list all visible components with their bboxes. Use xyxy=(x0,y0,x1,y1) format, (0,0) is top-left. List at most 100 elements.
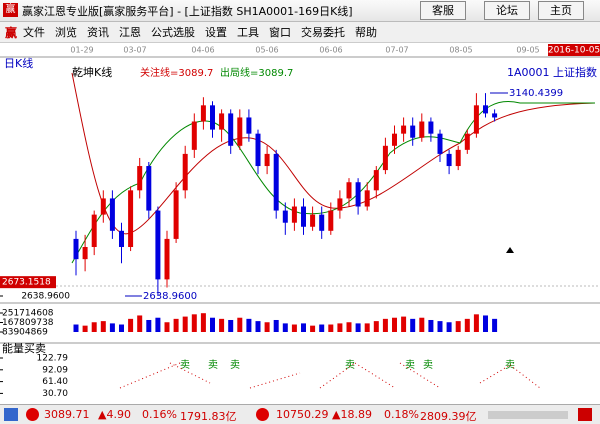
candle-body xyxy=(91,214,97,248)
volume-bar xyxy=(246,318,252,332)
candle-body xyxy=(473,105,479,134)
candle-body xyxy=(410,125,416,138)
candle-body xyxy=(82,247,88,260)
service-button[interactable]: 客服 xyxy=(420,1,466,20)
candle-body xyxy=(337,198,343,211)
sell-signal: 卖 xyxy=(423,359,433,371)
candle-body xyxy=(364,190,370,207)
sh-price: 3089.71 xyxy=(44,408,90,421)
date-label: 01-29 xyxy=(70,46,93,55)
volume-bar xyxy=(473,314,479,332)
sell-signal: 卖 xyxy=(208,359,218,371)
volume-bar xyxy=(219,318,225,332)
candle-body xyxy=(146,166,152,211)
menu-item[interactable]: 文件 xyxy=(23,26,46,39)
candle-body xyxy=(291,206,297,223)
volume-bar xyxy=(109,323,115,332)
date-label: 04-06 xyxy=(191,46,214,55)
volume-bar xyxy=(401,316,407,332)
volume-bar xyxy=(182,316,188,332)
volume-bar xyxy=(82,325,88,332)
volume-bar xyxy=(119,324,124,332)
candle-body xyxy=(246,117,252,134)
candle-body xyxy=(301,206,306,227)
volume-tick-label: 167809738 xyxy=(2,318,54,328)
volume-tick-label: 83904869 xyxy=(2,328,48,338)
candle-body xyxy=(328,210,334,231)
sh-change: ▲4.90 xyxy=(98,408,131,421)
candle-body xyxy=(155,210,161,280)
sz-price: 10750.29 xyxy=(276,408,329,421)
volume-bar xyxy=(173,318,179,332)
low-label: 2638.9600 xyxy=(143,291,197,302)
menu-item[interactable]: 资讯 xyxy=(87,26,110,39)
sh-amount: 1791.83亿 xyxy=(180,410,237,423)
candle-body xyxy=(446,153,452,167)
candle-body xyxy=(210,105,215,130)
volume-bar xyxy=(291,324,297,332)
focus-line: 关注线=3089.7 xyxy=(140,66,213,79)
volume-bar xyxy=(355,323,361,332)
axis-low: 2638.9600 xyxy=(21,292,70,302)
date-label: 09-05 xyxy=(516,46,539,55)
energy-dots xyxy=(249,372,301,389)
volume-bar xyxy=(164,322,170,332)
volume-bar xyxy=(464,318,470,332)
candle-body xyxy=(382,145,388,171)
candle-body xyxy=(137,166,143,191)
volume-bar xyxy=(328,324,334,332)
volume-bar xyxy=(73,324,79,332)
scrollbar[interactable] xyxy=(488,411,568,419)
status-icon xyxy=(4,408,18,421)
volume-bar xyxy=(146,319,152,332)
candle-body xyxy=(437,133,443,154)
forum-button[interactable]: 论坛 xyxy=(484,1,530,20)
candle-body xyxy=(73,238,79,260)
volume-bar xyxy=(455,321,461,332)
sell-signal: 卖 xyxy=(345,359,355,371)
menu-item[interactable]: 窗口 xyxy=(269,26,292,39)
menu-item[interactable]: 浏览 xyxy=(55,26,78,39)
menu-item[interactable]: 交易委托 xyxy=(301,26,346,39)
home-button[interactable]: 主页 xyxy=(538,1,584,20)
candle-body xyxy=(255,133,261,167)
candle-body xyxy=(191,121,197,150)
candle-body xyxy=(182,153,188,191)
volume-bar xyxy=(255,321,261,332)
current-price: 2673.1518 xyxy=(2,278,51,288)
menu-item[interactable]: 工具 xyxy=(237,26,260,39)
sz-index-icon xyxy=(256,408,269,421)
date-label: 05-06 xyxy=(255,46,278,55)
volume-bar xyxy=(446,322,452,332)
menu-item[interactable]: 设置 xyxy=(205,26,228,39)
menu-item[interactable]: 公式选股 xyxy=(151,26,196,39)
volume-bar xyxy=(410,318,416,332)
candle-body xyxy=(200,105,206,122)
sell-signal: 卖 xyxy=(230,359,240,371)
candle-body xyxy=(419,121,425,138)
candle-body xyxy=(264,153,270,167)
menu-item[interactable]: 江恩 xyxy=(119,26,142,39)
indicator-name: 乾坤K线 xyxy=(72,65,112,79)
candle-body xyxy=(219,113,225,130)
candle-body xyxy=(492,113,498,118)
alert-icon[interactable] xyxy=(578,408,592,421)
sub-tick-label: 92.09 xyxy=(42,365,68,375)
volume-bar xyxy=(392,317,397,332)
date-label: 06-06 xyxy=(319,46,342,55)
volume-bar xyxy=(419,317,425,332)
candle-body xyxy=(109,198,115,231)
window-title: 赢家江恩专业版[赢家服务平台] - [上证指数 SH1A0001-169日K线] xyxy=(22,5,353,18)
candle-body xyxy=(464,133,470,150)
chart-bg xyxy=(0,43,600,404)
menu-item[interactable]: 帮助 xyxy=(355,26,378,39)
sh-pct: 0.16% xyxy=(142,408,177,421)
candle-body xyxy=(310,214,316,227)
sz-amount: 2809.39亿 xyxy=(420,410,477,423)
candle-body xyxy=(237,117,243,146)
sub-indicator-name: 能量买卖 xyxy=(2,341,46,355)
candle-body xyxy=(346,182,352,199)
last-date: 2016-10-05 xyxy=(548,46,600,56)
app-icon: 赢 xyxy=(3,3,18,17)
